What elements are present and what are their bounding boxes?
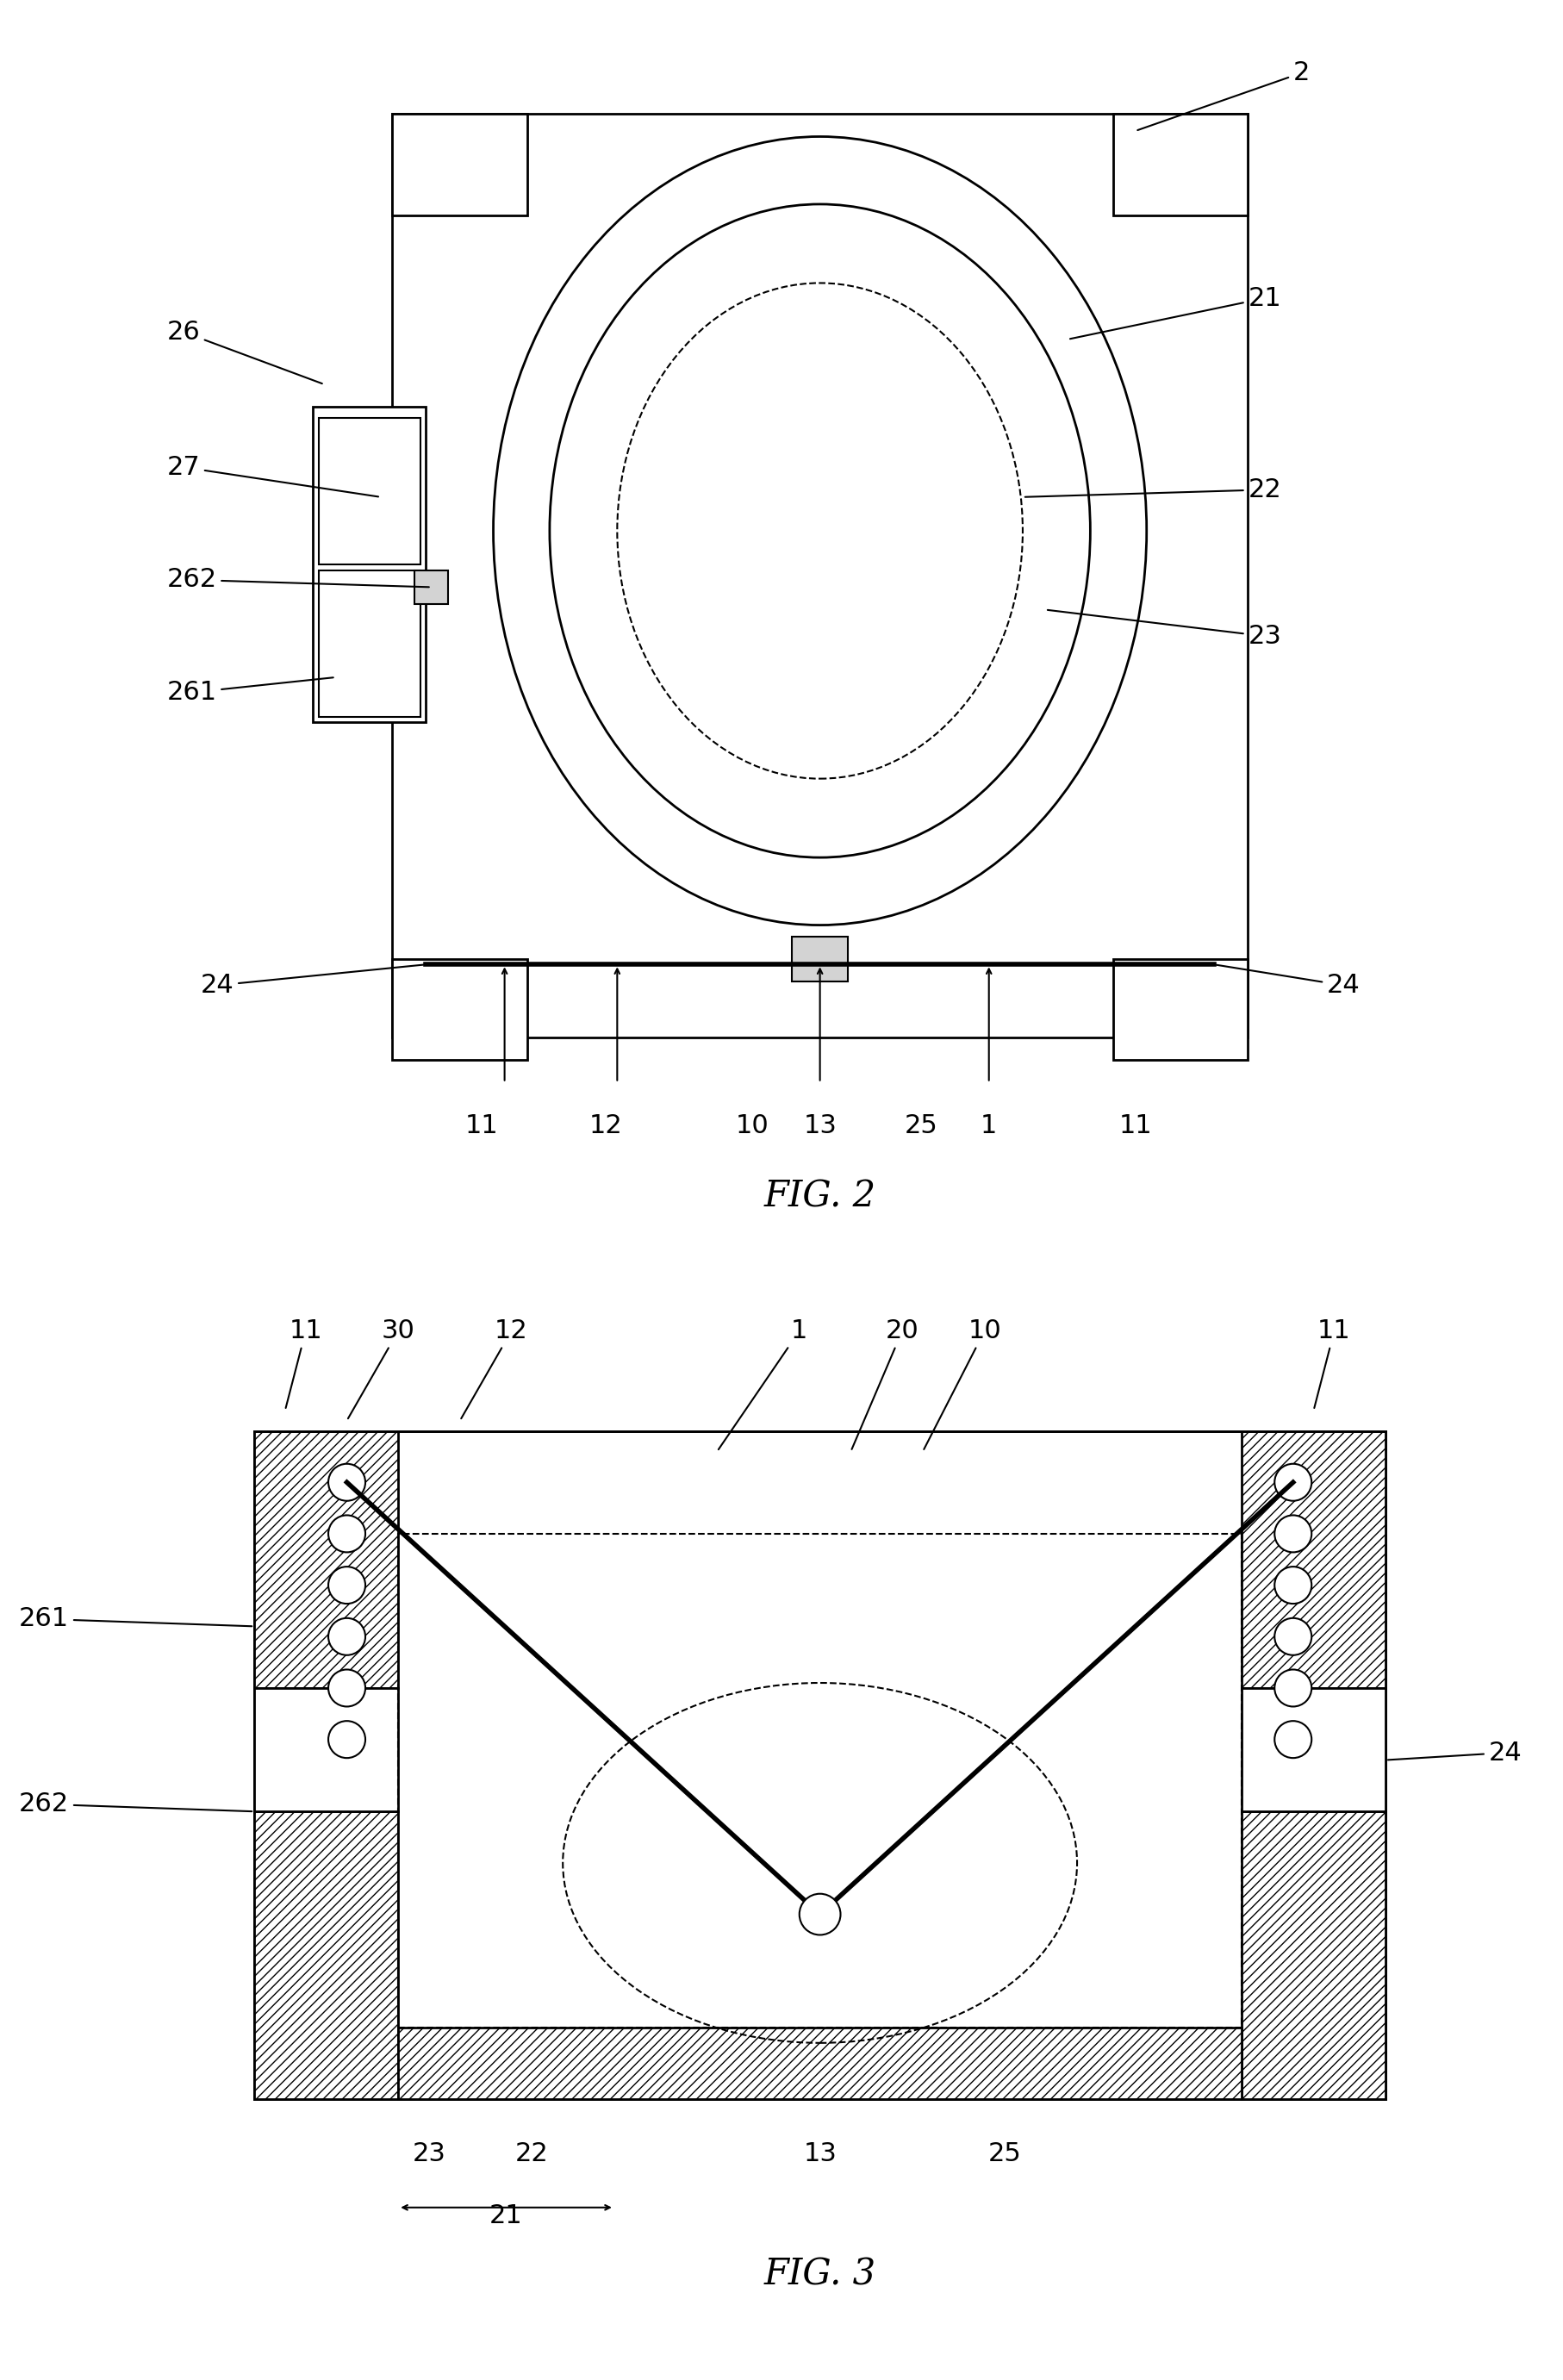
Text: 24: 24 [200, 964, 424, 997]
Text: 11: 11 [1313, 1319, 1350, 1409]
Text: 21: 21 [1069, 286, 1280, 338]
Text: 11: 11 [286, 1319, 322, 1409]
Circle shape [1274, 1566, 1311, 1604]
Text: 262: 262 [19, 1792, 252, 1816]
Bar [392, 959, 527, 1059]
Bar [319, 571, 420, 716]
Bar [1241, 1811, 1385, 2099]
Circle shape [328, 1464, 366, 1502]
Bar [392, 114, 527, 217]
Bar [1241, 1811, 1385, 2099]
Bar [791, 935, 847, 981]
Text: 1: 1 [717, 1319, 807, 1449]
Bar [1113, 959, 1247, 1059]
Bar [392, 114, 1247, 1038]
Circle shape [1274, 1668, 1311, 1706]
Text: 11: 11 [1118, 1114, 1152, 1138]
Text: 22: 22 [514, 2142, 549, 2166]
Bar [255, 1687, 399, 1811]
Text: 10: 10 [924, 1319, 1000, 1449]
Text: 13: 13 [803, 1114, 836, 1138]
Bar [1113, 114, 1247, 217]
Circle shape [328, 1516, 366, 1552]
Text: 11: 11 [466, 1114, 499, 1138]
Bar [255, 1430, 399, 1687]
Text: 262: 262 [167, 566, 428, 593]
Bar [1241, 1430, 1385, 1687]
Bar [1241, 1687, 1385, 1811]
Text: 24: 24 [1388, 1740, 1521, 1766]
Circle shape [1274, 1721, 1311, 1759]
Circle shape [328, 1566, 366, 1604]
Circle shape [328, 1721, 366, 1759]
Circle shape [328, 1618, 366, 1654]
Text: 27: 27 [167, 455, 378, 497]
Text: 12: 12 [589, 1114, 622, 1138]
Text: 24: 24 [1216, 964, 1360, 997]
Bar [399, 1533, 1241, 2028]
Text: 261: 261 [167, 678, 333, 704]
Bar [414, 571, 449, 605]
Bar [255, 1430, 1385, 2099]
Text: 25: 25 [988, 2142, 1021, 2166]
Text: 1: 1 [980, 1114, 997, 1138]
Text: 13: 13 [803, 2142, 836, 2166]
Text: 20: 20 [852, 1319, 919, 1449]
Ellipse shape [617, 283, 1022, 778]
Text: 261: 261 [19, 1606, 252, 1633]
Text: 2: 2 [1136, 60, 1308, 131]
Ellipse shape [549, 205, 1089, 857]
Text: 12: 12 [461, 1319, 528, 1418]
Bar [255, 1811, 399, 2099]
Bar [1241, 1430, 1385, 1687]
Circle shape [1274, 1618, 1311, 1654]
Bar [255, 1430, 399, 1687]
Text: 10: 10 [735, 1114, 769, 1138]
Text: 26: 26 [167, 319, 322, 383]
Bar [399, 2028, 1241, 2099]
Circle shape [328, 1668, 366, 1706]
Text: 23: 23 [1047, 609, 1280, 650]
Text: 25: 25 [903, 1114, 938, 1138]
Circle shape [1274, 1464, 1311, 1502]
Circle shape [1274, 1516, 1311, 1552]
Text: 30: 30 [349, 1319, 414, 1418]
Text: FIG. 3: FIG. 3 [763, 2256, 875, 2292]
Bar [255, 1811, 399, 2099]
Text: 21: 21 [489, 2204, 522, 2228]
Bar [399, 2028, 1241, 2099]
Ellipse shape [492, 136, 1146, 926]
Text: 22: 22 [1024, 478, 1280, 502]
Bar [319, 419, 420, 564]
Bar [313, 407, 425, 724]
Text: 23: 23 [413, 2142, 445, 2166]
Circle shape [799, 1894, 839, 1935]
Text: FIG. 2: FIG. 2 [763, 1178, 875, 1214]
